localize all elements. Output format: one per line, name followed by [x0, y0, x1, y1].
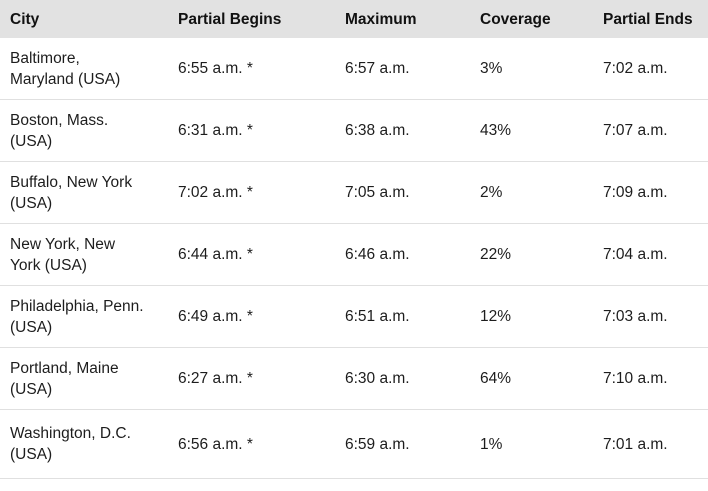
partial-begins-cell: 6:49 a.m. * [178, 308, 253, 325]
maximum-cell: 7:05 a.m. [345, 184, 410, 201]
city-cell: Boston, Mass. (USA) [10, 111, 109, 150]
maximum-cell: 6:46 a.m. [345, 246, 410, 263]
table-row: Washington, D.C. (USA) 6:56 a.m. * 6:59 … [0, 410, 708, 479]
partial-ends-cell: 7:01 a.m. [603, 435, 668, 453]
maximum-cell: 6:51 a.m. [345, 308, 410, 325]
partial-begins-cell: 6:44 a.m. * [178, 246, 253, 263]
column-header-city: City [10, 10, 40, 28]
table-row: Philadelphia, Penn. (USA) 6:49 a.m. * 6:… [0, 286, 708, 348]
partial-begins-cell: 6:31 a.m. * [178, 122, 253, 139]
maximum-cell: 6:57 a.m. [345, 60, 410, 77]
coverage-cell: 12% [480, 308, 512, 325]
coverage-cell: 64% [480, 370, 512, 387]
column-header-partial-begins: Partial Begins [178, 10, 282, 28]
city-cell: Buffalo, New York (USA) [10, 173, 133, 212]
eclipse-times-table: City Partial Begins Maximum Coverage Par… [0, 0, 708, 479]
partial-begins-cell: 6:27 a.m. * [178, 370, 253, 387]
maximum-cell: 6:59 a.m. [345, 435, 410, 453]
maximum-cell: 6:30 a.m. [345, 370, 410, 387]
coverage-cell: 1% [480, 435, 503, 453]
table-header-row: City Partial Begins Maximum Coverage Par… [0, 0, 708, 38]
partial-ends-cell: 7:03 a.m. [603, 308, 668, 325]
coverage-cell: 3% [480, 60, 503, 77]
partial-ends-cell: 7:04 a.m. [603, 246, 668, 263]
city-cell: Baltimore, Maryland (USA) [10, 49, 121, 88]
table-row: Buffalo, New York (USA) 7:02 a.m. * 7:05… [0, 162, 708, 224]
city-cell: Portland, Maine (USA) [10, 359, 119, 398]
coverage-cell: 2% [480, 184, 503, 201]
table-row: New York, New York (USA) 6:44 a.m. * 6:4… [0, 224, 708, 286]
partial-begins-cell: 6:55 a.m. * [178, 60, 253, 77]
column-header-partial-ends: Partial Ends [603, 10, 693, 28]
city-cell: Washington, D.C. (USA) [10, 425, 131, 463]
city-cell: New York, New York (USA) [10, 235, 116, 274]
table-row: Baltimore, Maryland (USA) 6:55 a.m. * 6:… [0, 38, 708, 100]
maximum-cell: 6:38 a.m. [345, 122, 410, 139]
coverage-cell: 22% [480, 246, 512, 263]
partial-ends-cell: 7:02 a.m. [603, 60, 668, 77]
coverage-cell: 43% [480, 122, 512, 139]
partial-ends-cell: 7:10 a.m. [603, 370, 668, 387]
table-row: Portland, Maine (USA) 6:27 a.m. * 6:30 a… [0, 348, 708, 410]
city-cell: Philadelphia, Penn. (USA) [10, 297, 144, 336]
partial-ends-cell: 7:07 a.m. [603, 122, 668, 139]
column-header-maximum: Maximum [345, 10, 417, 28]
table-row: Boston, Mass. (USA) 6:31 a.m. * 6:38 a.m… [0, 100, 708, 162]
partial-begins-cell: 7:02 a.m. * [178, 184, 253, 201]
partial-ends-cell: 7:09 a.m. [603, 184, 668, 201]
partial-begins-cell: 6:56 a.m. * [178, 435, 253, 453]
column-header-coverage: Coverage [480, 10, 551, 28]
